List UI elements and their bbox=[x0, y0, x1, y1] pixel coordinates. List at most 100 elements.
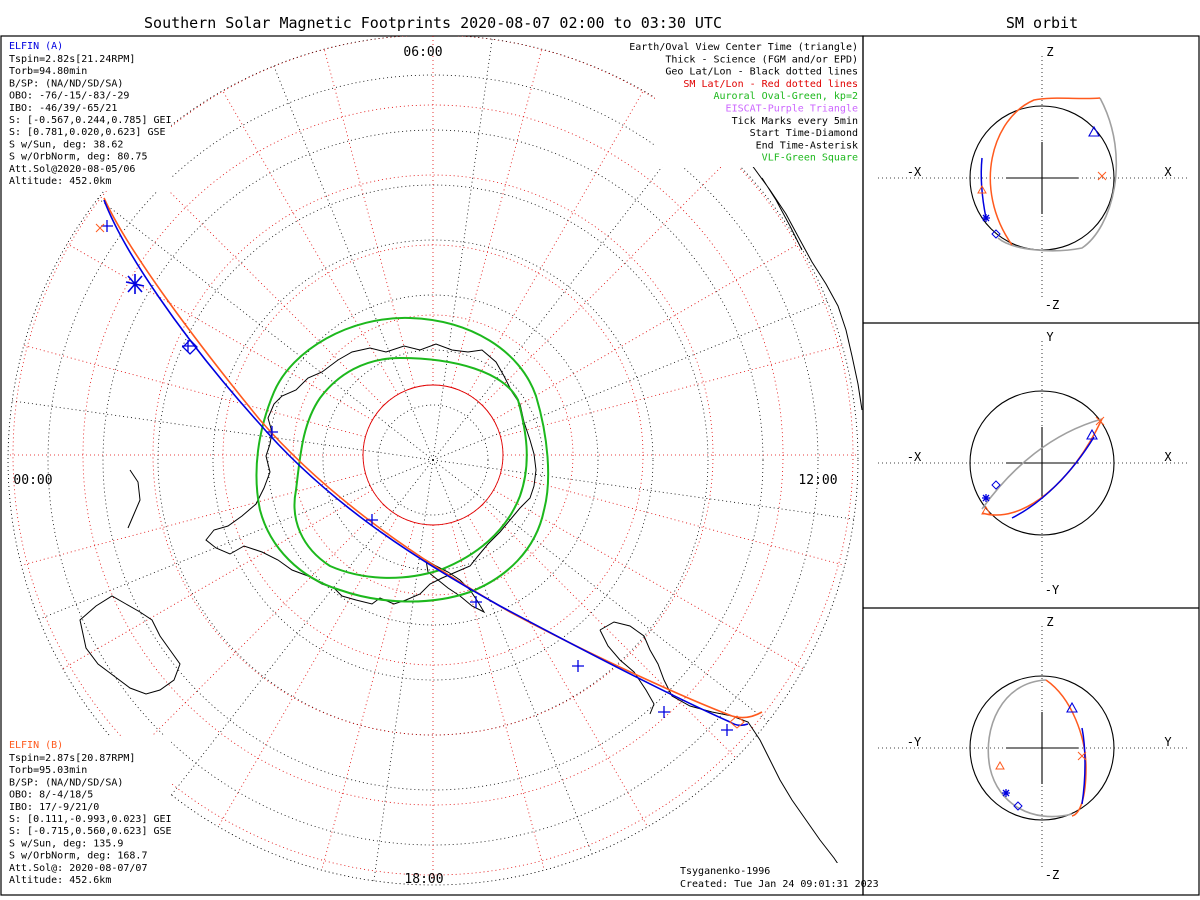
geo-lat-circle bbox=[377, 404, 489, 516]
legend-entry: Auroral Oval-Green, kp=2 bbox=[714, 91, 859, 102]
sm-meridian bbox=[8, 472, 366, 570]
sm-meridian bbox=[500, 340, 858, 438]
created-credit: Created: Tue Jan 24 09:01:31 2023 bbox=[680, 879, 879, 890]
orbit-axis-label: X bbox=[1164, 165, 1172, 179]
sm-meridian bbox=[212, 515, 399, 837]
sm-meridian bbox=[467, 515, 654, 837]
earth-circle bbox=[969, 390, 1115, 536]
info-line: Torb=95.03min bbox=[9, 765, 87, 776]
legend-entry: SM Lat/Lon - Red dotted lines bbox=[683, 79, 858, 90]
info-line: S w/OrbNorm, deg: 168.7 bbox=[9, 851, 147, 862]
info-line: IBO: -46/39/-65/21 bbox=[9, 103, 117, 114]
model-credit: Tsyganenko-1996 bbox=[680, 866, 770, 877]
tick-mark bbox=[721, 724, 733, 736]
info-line: B/SP: (NA/ND/SD/SA) bbox=[9, 78, 123, 89]
info-line: OBO: -76/-15/-83/-29 bbox=[9, 91, 129, 102]
orbit-path-elfin-a bbox=[980, 157, 987, 219]
sm-meridian bbox=[467, 73, 654, 395]
auroral-ovals bbox=[255, 316, 550, 603]
elfin-b-name: ELFIN (B) bbox=[9, 740, 63, 751]
sm-meridian bbox=[493, 489, 815, 676]
orbit-axis-label: -Y bbox=[1045, 583, 1060, 597]
orbit-axis-label: Y bbox=[1164, 735, 1172, 749]
lt-label-top: 06:00 bbox=[403, 45, 442, 60]
elfin-a-name: ELFIN (A) bbox=[9, 41, 63, 52]
orbit-triangle bbox=[1088, 125, 1100, 137]
sm-lat-circle bbox=[152, 174, 714, 736]
legend-entry: EISCAT-Purple Triangle bbox=[726, 104, 858, 115]
info-line: B/SP: (NA/ND/SD/SA) bbox=[9, 777, 123, 788]
geo-meridian bbox=[432, 459, 858, 521]
new-zealand-coast bbox=[127, 469, 141, 529]
legend-entry: Geo Lat/Lon - Black dotted lines bbox=[665, 67, 858, 78]
auroral-oval-inner bbox=[293, 356, 528, 579]
sm-meridian bbox=[8, 340, 366, 438]
legend-entry: Tick Marks every 5min bbox=[732, 116, 858, 127]
sm-lat-circle bbox=[292, 314, 574, 596]
info-line: S w/Sun, deg: 135.9 bbox=[9, 838, 123, 849]
tick-mark bbox=[266, 426, 278, 438]
orbit-x-b bbox=[1095, 416, 1105, 426]
orbit-axis-label: Z bbox=[1046, 615, 1053, 629]
legend: Earth/Oval View Center Time (triangle)Th… bbox=[629, 39, 861, 167]
orbit-triangle-b bbox=[981, 505, 991, 515]
orbit-axis-label: -Z bbox=[1045, 868, 1059, 882]
info-line: S w/OrbNorm, deg: 80.75 bbox=[9, 152, 147, 163]
elfin-b-track bbox=[103, 197, 763, 719]
tick-mark bbox=[470, 596, 482, 608]
footprint-tracks bbox=[95, 197, 763, 736]
elfin-b-marker bbox=[95, 223, 105, 233]
geo-meridian bbox=[271, 61, 434, 461]
orbit-triangle-b bbox=[977, 184, 987, 194]
geo-meridian bbox=[372, 459, 434, 885]
orbit-x-b bbox=[1077, 751, 1087, 761]
info-line: Altitude: 452.0km bbox=[9, 176, 111, 187]
auroral-oval-outer bbox=[255, 316, 550, 603]
orbit-axis-label: -Y bbox=[907, 735, 922, 749]
geo-meridian bbox=[8, 399, 434, 461]
geo-meridian bbox=[432, 36, 494, 461]
legend-entry: VLF-Green Square bbox=[762, 153, 858, 164]
sm-meridian bbox=[51, 489, 373, 676]
sm-meridian bbox=[450, 522, 548, 881]
orbit-panels: Z -Z -X X Y -Y -X X Z -Z -Y Y bbox=[878, 45, 1190, 882]
orbit-diamond bbox=[1013, 801, 1023, 811]
map-disc-edge bbox=[7, 36, 859, 886]
tick-mark bbox=[572, 660, 584, 672]
page-title: Southern Solar Magnetic Footprints 2020-… bbox=[144, 14, 722, 32]
geo-meridian bbox=[432, 459, 595, 859]
orbit-panel-yz: Z -Z -Y Y bbox=[878, 615, 1190, 882]
tick-mark bbox=[658, 706, 670, 718]
orbit-title: SM orbit bbox=[1006, 14, 1078, 32]
info-line: S: [-0.567,0.244,0.785] GEI bbox=[9, 115, 172, 126]
orbit-x-b bbox=[1097, 171, 1107, 181]
antarctic-peninsula bbox=[425, 559, 486, 614]
orbit-axis-label: Y bbox=[1046, 330, 1054, 344]
sm-grid bbox=[8, 36, 858, 885]
info-line: Tspin=2.87s[20.87RPM] bbox=[9, 753, 135, 764]
sm-meridian bbox=[212, 73, 399, 395]
sm-lat-circle bbox=[12, 36, 854, 876]
geo-lat-circle bbox=[157, 184, 709, 736]
polar-map bbox=[7, 36, 863, 891]
orbit-triangle bbox=[1086, 428, 1098, 440]
antarctica-coast bbox=[205, 343, 537, 605]
geo-meridian bbox=[34, 459, 434, 622]
orbit-asterisk bbox=[982, 494, 990, 502]
lt-label-bottom: 18:00 bbox=[404, 872, 443, 887]
coastlines bbox=[79, 149, 863, 891]
orbit-path-shadow bbox=[981, 418, 1103, 510]
orbit-path-elfin-b bbox=[1045, 679, 1087, 817]
elfin-b-end-marker bbox=[729, 715, 745, 729]
orbit-path-elfin-a bbox=[1081, 727, 1086, 805]
lt-label-left: 00:00 bbox=[13, 473, 52, 488]
orbit-diamond bbox=[991, 229, 1001, 239]
orbit-asterisk bbox=[1002, 789, 1010, 797]
info-line: Torb=94.80min bbox=[9, 66, 87, 77]
info-line: S: [0.111,-0.993,0.023] GEI bbox=[9, 814, 172, 825]
sm-meridian bbox=[482, 143, 745, 406]
orbit-path-shadow bbox=[997, 97, 1118, 252]
sm-meridian bbox=[482, 504, 745, 767]
lt-label-right: 12:00 bbox=[798, 473, 837, 488]
